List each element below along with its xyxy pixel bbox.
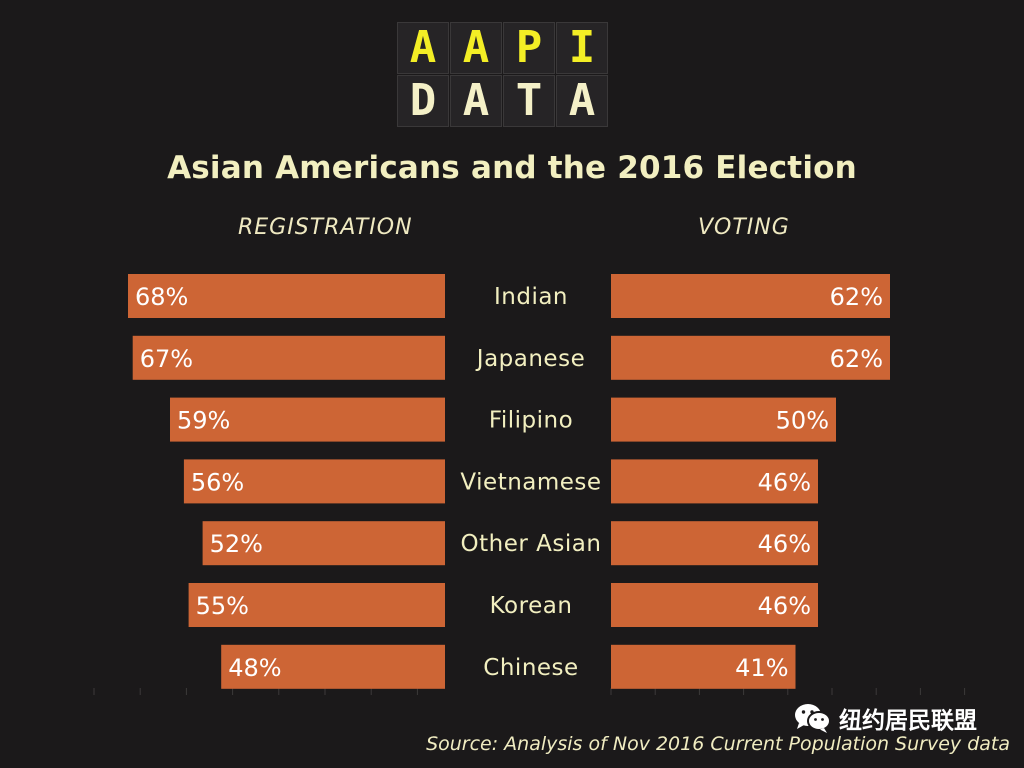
voting-value-label: 62% xyxy=(830,345,883,373)
category-label: Indian xyxy=(494,284,568,310)
logo-letter: P xyxy=(503,22,555,74)
voting-value-label: 50% xyxy=(776,407,829,435)
logo-letter: A xyxy=(450,75,502,127)
category-label: Other Asian xyxy=(461,531,602,557)
wechat-watermark: 纽约居民联盟 xyxy=(793,700,977,736)
voting-bar xyxy=(611,644,796,689)
logo-letter: D xyxy=(397,75,449,127)
category-label: Japanese xyxy=(475,346,585,372)
registration-bar xyxy=(183,459,445,504)
voting-bar xyxy=(611,459,818,504)
axis-ticks xyxy=(93,688,966,695)
aapi-data-logo: A A P I D A T A xyxy=(397,22,609,128)
category-label: Chinese xyxy=(483,655,578,681)
logo-letter: A xyxy=(450,22,502,74)
registration-value-label: 55% xyxy=(196,592,249,620)
voting-value-label: 62% xyxy=(830,283,883,311)
logo-letter: I xyxy=(556,22,608,74)
registration-value-label: 68% xyxy=(135,283,188,311)
category-label: Vietnamese xyxy=(460,469,601,495)
wechat-account-name: 纽约居民联盟 xyxy=(839,708,977,734)
voting-bar xyxy=(611,521,818,566)
voting-value-label: 46% xyxy=(758,468,811,496)
registration-value-label: 67% xyxy=(140,345,193,373)
voting-value-label: 46% xyxy=(758,530,811,558)
voting-bar xyxy=(611,335,890,380)
voting-bar xyxy=(611,397,836,442)
category-label: Korean xyxy=(490,593,573,619)
voting-bar xyxy=(611,583,818,627)
category-label: Filipino xyxy=(489,408,573,434)
registration-bar xyxy=(221,644,445,689)
voting-header: VOTING xyxy=(698,215,790,240)
registration-bar xyxy=(128,274,445,318)
registration-bar xyxy=(132,335,445,380)
voting-value-label: 41% xyxy=(735,654,788,682)
registration-header: REGISTRATION xyxy=(238,215,413,240)
logo-letter: A xyxy=(556,75,608,127)
source-note: Source: Analysis of Nov 2016 Current Pop… xyxy=(426,733,1010,755)
registration-value-label: 56% xyxy=(191,468,244,496)
wechat-icon xyxy=(795,704,831,733)
logo-letter: A xyxy=(397,22,449,74)
voting-bar xyxy=(611,274,890,318)
chart-title: Asian Americans and the 2016 Election xyxy=(167,150,857,186)
registration-bar xyxy=(188,583,445,627)
registration-bar xyxy=(202,521,445,566)
logo-letter: T xyxy=(503,75,555,127)
registration-value-label: 48% xyxy=(228,654,281,682)
registration-value-label: 52% xyxy=(210,530,263,558)
voting-value-label: 46% xyxy=(758,592,811,620)
registration-value-label: 59% xyxy=(177,407,230,435)
registration-bar xyxy=(170,397,445,442)
